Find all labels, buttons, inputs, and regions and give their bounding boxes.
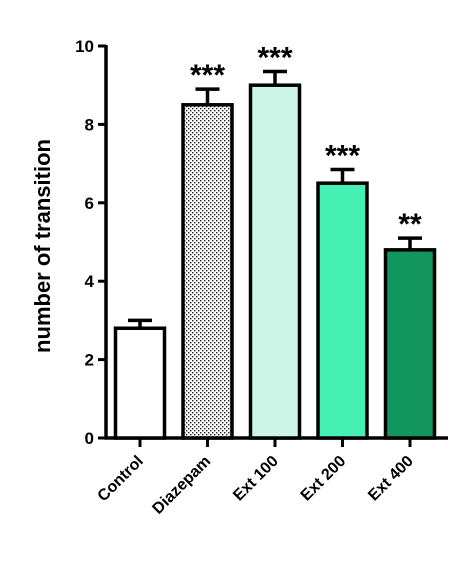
y-tick-label: 2: [85, 351, 94, 370]
bar-control: [113, 326, 167, 440]
significance-label: **: [398, 208, 422, 241]
y-tick-label: 8: [85, 115, 94, 134]
significance-label: ***: [257, 41, 292, 74]
bar-ext-400: [383, 248, 437, 440]
x-tick-label: Ext 400: [365, 453, 417, 505]
y-tick-label: 4: [85, 272, 95, 291]
y-axis-title: number of transition: [30, 139, 55, 353]
x-tick-label: Ext 200: [298, 453, 350, 505]
y-tick-label: 6: [85, 194, 94, 213]
bars: [113, 69, 437, 440]
significance-label: ***: [190, 59, 225, 92]
bar-ext-100: [248, 83, 302, 440]
x-tick-label: Diazepam: [149, 453, 214, 518]
bar-ext-200: [316, 181, 369, 440]
bar-diazepam: [181, 103, 234, 440]
significance-label: ***: [325, 139, 360, 172]
y-tick-label: 10: [75, 37, 94, 56]
x-tick-label: Control: [95, 453, 147, 505]
y-tick-label: 0: [85, 429, 94, 448]
x-tick-label: Ext 100: [230, 453, 282, 505]
